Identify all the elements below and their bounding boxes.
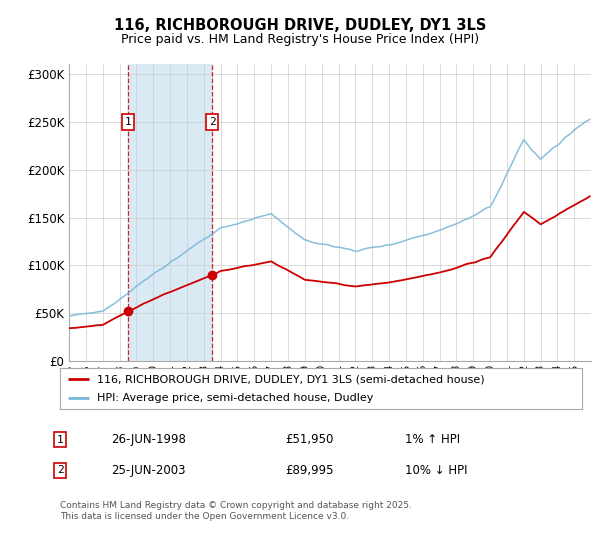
Text: 2: 2 <box>56 465 64 475</box>
Text: 1% ↑ HPI: 1% ↑ HPI <box>405 433 460 446</box>
Bar <box>128 64 212 361</box>
Text: Price paid vs. HM Land Registry's House Price Index (HPI): Price paid vs. HM Land Registry's House … <box>121 32 479 46</box>
Text: £89,995: £89,995 <box>285 464 334 477</box>
Text: HPI: Average price, semi-detached house, Dudley: HPI: Average price, semi-detached house,… <box>97 393 373 403</box>
Text: 1: 1 <box>56 435 64 445</box>
Text: 26-JUN-1998: 26-JUN-1998 <box>111 433 186 446</box>
Text: 1: 1 <box>125 117 131 127</box>
Text: Contains HM Land Registry data © Crown copyright and database right 2025.
This d: Contains HM Land Registry data © Crown c… <box>60 501 412 521</box>
Text: £51,950: £51,950 <box>285 433 334 446</box>
Text: 2: 2 <box>209 117 215 127</box>
Text: 116, RICHBOROUGH DRIVE, DUDLEY, DY1 3LS (semi-detached house): 116, RICHBOROUGH DRIVE, DUDLEY, DY1 3LS … <box>97 375 484 384</box>
Text: 25-JUN-2003: 25-JUN-2003 <box>111 464 185 477</box>
Text: 116, RICHBOROUGH DRIVE, DUDLEY, DY1 3LS: 116, RICHBOROUGH DRIVE, DUDLEY, DY1 3LS <box>114 18 486 32</box>
Text: 10% ↓ HPI: 10% ↓ HPI <box>405 464 467 477</box>
